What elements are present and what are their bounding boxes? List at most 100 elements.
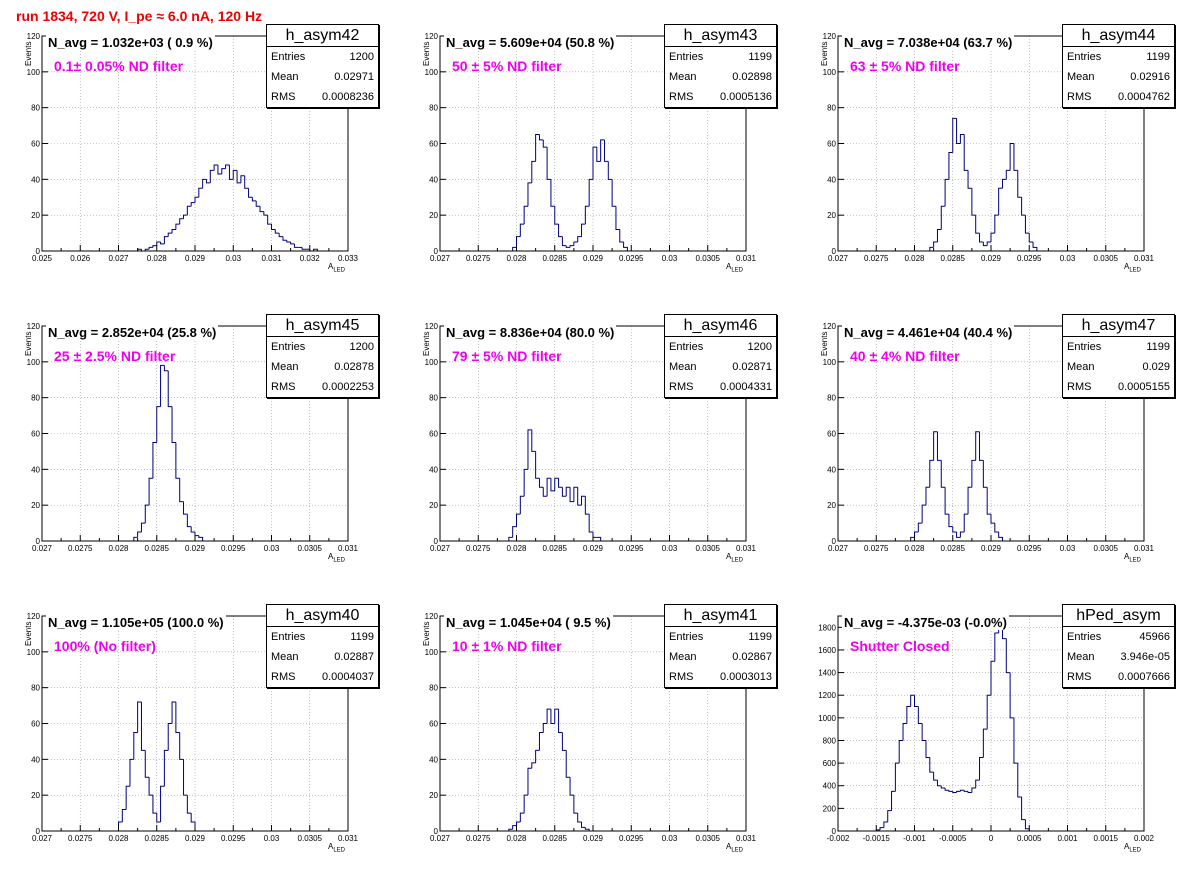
y-tick-label: 100 [27, 358, 41, 367]
y-tick-label: 80 [31, 394, 40, 403]
histogram-bin [967, 486, 972, 515]
histogram-bin [577, 813, 582, 823]
histogram-bin [584, 496, 590, 515]
stats-row-entries: Entries 1199 [665, 627, 776, 647]
histogram-bin [221, 168, 226, 174]
x-axis-title-main: A [328, 842, 334, 851]
histogram-bin [121, 809, 127, 823]
stats-box: h_asym41 Entries 1199 Mean 0.02867 RMS 0.00030… [664, 604, 777, 688]
histogram-bin [948, 790, 953, 792]
histogram-bin [940, 785, 946, 789]
stats-value: 0.0004331 [720, 381, 772, 393]
histogram-bin [967, 170, 972, 189]
histogram-bin [1013, 717, 1018, 764]
stats-value: 0.0005155 [1118, 381, 1170, 393]
stats-box-title: h_asym41 [665, 605, 776, 627]
histogram-panel-h_asym47: 0.027 0.0275 0.028 0.0285 0.029 0.0295 0.03 0.0… [820, 314, 1175, 564]
x-axis-title-main: A [1124, 842, 1130, 851]
histogram-bin [163, 236, 169, 244]
histogram-bin [171, 406, 176, 443]
histogram-bin [1013, 143, 1018, 171]
histogram-bin [990, 660, 995, 696]
histogram-plot: 0.027 0.0275 0.028 0.0285 0.029 0.0295 0.03 0.0… [27, 322, 359, 553]
histogram-bin [512, 526, 517, 538]
stats-label: Mean [1067, 361, 1095, 373]
x-tick-label: 0.0305 [1094, 544, 1119, 553]
filter-label: Shutter Closed [850, 638, 950, 654]
histogram-bin [290, 242, 295, 245]
histogram-bin [198, 187, 203, 198]
y-tick-label: 80 [31, 104, 40, 113]
x-axis-title: ALED [1124, 842, 1141, 854]
y-axis-title: Events [820, 331, 829, 356]
x-tick-label: -0.001 [903, 834, 926, 843]
x-tick-label: 0.0285 [145, 834, 170, 843]
x-tick-label: 0.028 [904, 544, 925, 553]
x-tick-label: 0.028 [108, 834, 129, 843]
stats-box-title: h_asym42 [267, 25, 378, 47]
histogram-bin [929, 757, 934, 773]
y-axis-title: Events [820, 41, 829, 66]
histogram-bin [967, 791, 972, 794]
x-tick-label: 0.0295 [619, 834, 644, 843]
histogram-bin [167, 370, 173, 408]
stats-value: 0.0004762 [1118, 91, 1170, 103]
histogram-bin [160, 785, 165, 823]
histogram-bin [140, 702, 146, 751]
y-tick-label: 120 [27, 612, 41, 621]
x-tick-label: 0.029 [583, 544, 604, 553]
stats-row-rms: RMS 0.0004331 [665, 377, 776, 397]
stats-value: 1199 [1146, 51, 1170, 63]
histogram-bin [542, 723, 548, 733]
histogram-bin [144, 504, 150, 524]
x-tick-label: 0.0285 [543, 254, 568, 263]
histogram-bin [944, 487, 949, 515]
y-tick-label: 0 [832, 827, 837, 836]
histogram-bin [1009, 672, 1014, 719]
y-tick-label: 100 [823, 358, 837, 367]
histogram-bin [263, 211, 268, 216]
histogram-bin [255, 200, 261, 207]
histogram-bin [133, 731, 138, 760]
histogram-bin [251, 197, 257, 202]
histogram-bin [516, 513, 521, 527]
histogram-bin [879, 827, 884, 830]
y-tick-label: 80 [429, 104, 438, 113]
stats-row-mean: Mean 0.02916 [1063, 67, 1174, 87]
stats-value: 0.029 [1142, 361, 1170, 373]
x-axis-title: ALED [328, 552, 345, 564]
stats-label: Mean [271, 651, 299, 663]
stats-value: 0.02916 [1130, 71, 1170, 83]
histogram-panel-h_asym46: 0.027 0.0275 0.028 0.0285 0.029 0.0295 0.03 0.0… [422, 314, 777, 564]
stats-box-title: h_asym40 [267, 605, 378, 627]
x-tick-label: 0.027 [828, 254, 849, 263]
histogram-panel-h_asym43: 0.027 0.0275 0.028 0.0285 0.029 0.0295 0.03 0.0… [422, 24, 777, 274]
y-axis-title: Events [422, 331, 431, 356]
histogram-bin [313, 248, 318, 251]
x-tick-label: 0.0295 [1017, 254, 1042, 263]
histogram-bin [929, 246, 934, 251]
y-tick-label: 120 [425, 322, 439, 331]
stats-label: Entries [271, 631, 306, 643]
y-tick-label: 100 [425, 358, 439, 367]
stats-value: 0.0002253 [322, 381, 374, 393]
x-tick-label: 0.0275 [68, 834, 93, 843]
stats-row-entries: Entries 1199 [665, 47, 776, 67]
histogram-bin [538, 134, 544, 141]
histogram-bin [125, 785, 130, 810]
x-axis-title-main: A [1124, 262, 1130, 271]
histogram-bin [986, 694, 991, 730]
histogram-bin [1001, 178, 1007, 189]
stats-row-rms: RMS 0.0008236 [267, 87, 378, 107]
stats-box: h_asym42 Entries 1200 Mean 0.02971 RMS 0.00082… [266, 24, 379, 108]
navg-label: N_avg = 1.045e+04 ( 9.5 %) [444, 615, 613, 630]
histogram-bin [1024, 819, 1030, 831]
stats-row-mean: Mean 0.029 [1063, 357, 1174, 377]
x-tick-label: 0.0305 [696, 834, 721, 843]
x-axis-title-main: A [328, 552, 334, 561]
histogram-bin [982, 242, 988, 247]
y-tick-label: 40 [827, 175, 836, 184]
y-axis-title: Events [24, 41, 33, 66]
stats-box: h_asym44 Entries 1199 Mean 0.02916 RMS 0.00047… [1062, 24, 1175, 108]
x-tick-label: 0.028 [147, 254, 168, 263]
